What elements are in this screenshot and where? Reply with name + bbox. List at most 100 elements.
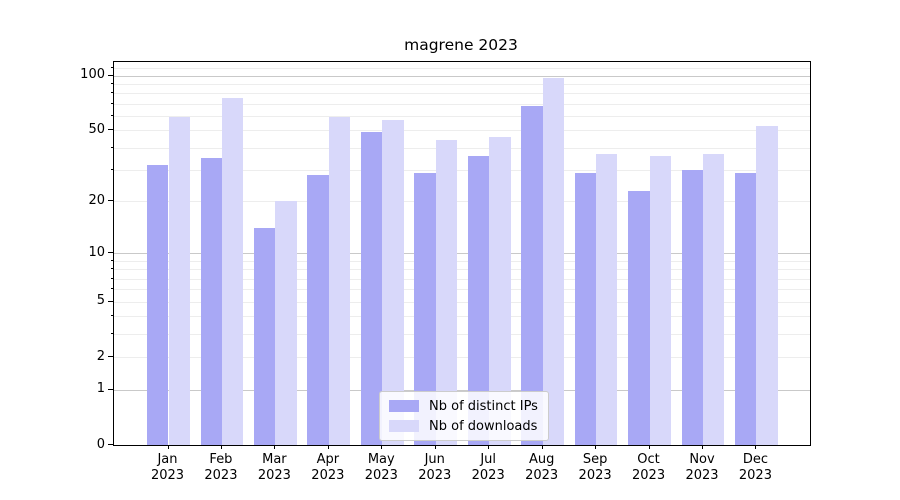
x-tick-label-month: Nov	[689, 452, 715, 467]
x-tick-label-year: 2023	[150, 468, 185, 483]
x-tick	[274, 445, 276, 449]
gridline-major	[114, 75, 810, 77]
x-tick-label-sep: Sep 2023	[563, 452, 627, 484]
bar-distinct-ips-nov-2023	[681, 170, 703, 445]
x-tick-label-month: Dec	[742, 452, 769, 467]
y-minor-tick	[111, 114, 113, 116]
x-tick-label-year: 2023	[578, 468, 612, 483]
x-tick-label-may: May 2023	[349, 452, 413, 484]
bar-distinct-ips-jun-2023	[414, 172, 436, 445]
legend-row: Nb of distinct IPs	[389, 398, 538, 414]
legend-swatch-distinct-ips	[389, 400, 419, 412]
y-tick	[108, 200, 113, 202]
gridline-minor	[114, 170, 810, 172]
y-tick	[108, 388, 113, 390]
legend: Nb of distinct IPs Nb of downloads	[379, 391, 549, 441]
y-tick-label-10: 10	[88, 244, 105, 260]
gridline-minor	[114, 357, 810, 359]
bar-downloads-sep-2023	[596, 153, 618, 445]
chart-title: magrene 2023	[404, 36, 518, 54]
bar-downloads-dec-2023	[756, 125, 778, 445]
y-tick	[108, 252, 113, 254]
x-tick-label-feb: Feb 2023	[189, 452, 253, 484]
y-tick	[108, 356, 113, 358]
x-tick	[220, 445, 222, 449]
legend-swatch-downloads	[389, 420, 419, 432]
bar-distinct-ips-jul-2023	[467, 155, 490, 445]
x-tick-label-dec: Dec 2023	[723, 452, 787, 484]
bar-distinct-ips-aug-2023	[521, 106, 543, 445]
bar-downloads-jun-2023	[435, 140, 458, 445]
bar-distinct-ips-mar-2023	[254, 228, 276, 445]
x-tick-label-year: 2023	[364, 468, 398, 483]
bar-downloads-oct-2023	[649, 155, 671, 445]
x-tick	[595, 445, 597, 449]
gridline-minor	[114, 93, 810, 95]
gridline-major	[114, 253, 810, 255]
bar-distinct-ips-jan-2023	[147, 165, 169, 445]
gridline-minor	[114, 269, 810, 271]
bar-downloads-nov-2023	[703, 153, 725, 445]
gridline-minor	[114, 289, 810, 291]
x-tick-label-month: Jun	[424, 452, 445, 467]
legend-label-distinct-ips: Nb of distinct IPs	[429, 398, 538, 414]
x-tick-label-jun: Jun 2023	[403, 452, 467, 484]
y-minor-tick	[111, 277, 113, 279]
y-minor-tick	[111, 288, 113, 290]
gridline-minor	[114, 316, 810, 318]
x-tick-label-nov: Nov 2023	[670, 452, 734, 484]
x-tick	[541, 445, 543, 449]
gridline-minor	[114, 115, 810, 117]
y-minor-tick	[111, 67, 113, 69]
gridline-minor	[114, 201, 810, 203]
bar-downloads-aug-2023	[542, 78, 565, 445]
legend-label-downloads: Nb of downloads	[429, 418, 538, 434]
bar-distinct-ips-dec-2023	[735, 172, 757, 445]
y-minor-tick	[111, 146, 113, 148]
x-tick-label-month: Sep	[582, 452, 608, 467]
legend-row: Nb of downloads	[389, 418, 538, 434]
bar-distinct-ips-may-2023	[360, 131, 383, 445]
y-minor-tick	[111, 333, 113, 335]
y-minor-tick	[111, 102, 113, 104]
x-tick-label-year: 2023	[418, 468, 452, 483]
gridline-minor	[114, 103, 810, 105]
gridline-minor	[114, 301, 810, 303]
x-tick-label-month: Feb	[209, 452, 233, 467]
y-tick-label-5: 5	[96, 293, 105, 309]
x-tick-label-month: Jan	[157, 452, 178, 467]
y-tick-label-100: 100	[80, 67, 105, 83]
bar-downloads-feb-2023	[221, 98, 244, 445]
x-tick	[488, 445, 490, 449]
x-tick	[648, 445, 650, 449]
x-tick-label-month: Jul	[480, 452, 497, 467]
y-tick	[108, 129, 113, 131]
x-tick-label-month: Oct	[637, 452, 660, 467]
gridline-minor	[114, 278, 810, 280]
x-tick	[702, 445, 703, 449]
gridline-minor	[114, 147, 810, 149]
bar-downloads-may-2023	[382, 120, 404, 445]
x-tick-label-month: Aug	[528, 452, 555, 467]
y-minor-tick	[111, 92, 113, 94]
gridline-minor	[114, 83, 810, 85]
y-minor-tick	[111, 82, 113, 84]
gridline-minor	[114, 334, 810, 336]
x-tick	[434, 445, 436, 449]
x-tick	[381, 445, 383, 449]
plot-canvas	[114, 62, 810, 445]
x-tick-label-month: Mar	[262, 452, 287, 467]
x-tick-label-year: 2023	[471, 468, 505, 483]
y-tick-label-50: 50	[88, 121, 105, 137]
y-minor-tick	[111, 315, 113, 317]
x-tick-label-month: Apr	[316, 452, 340, 467]
y-minor-tick	[111, 268, 113, 270]
gridline-major	[114, 389, 810, 391]
y-tick-label-0: 0	[96, 436, 105, 452]
x-tick	[755, 445, 757, 449]
bar-distinct-ips-feb-2023	[200, 158, 222, 445]
x-tick-label-mar: Mar 2023	[242, 452, 306, 484]
bar-downloads-mar-2023	[275, 201, 297, 445]
y-tick	[108, 74, 113, 76]
